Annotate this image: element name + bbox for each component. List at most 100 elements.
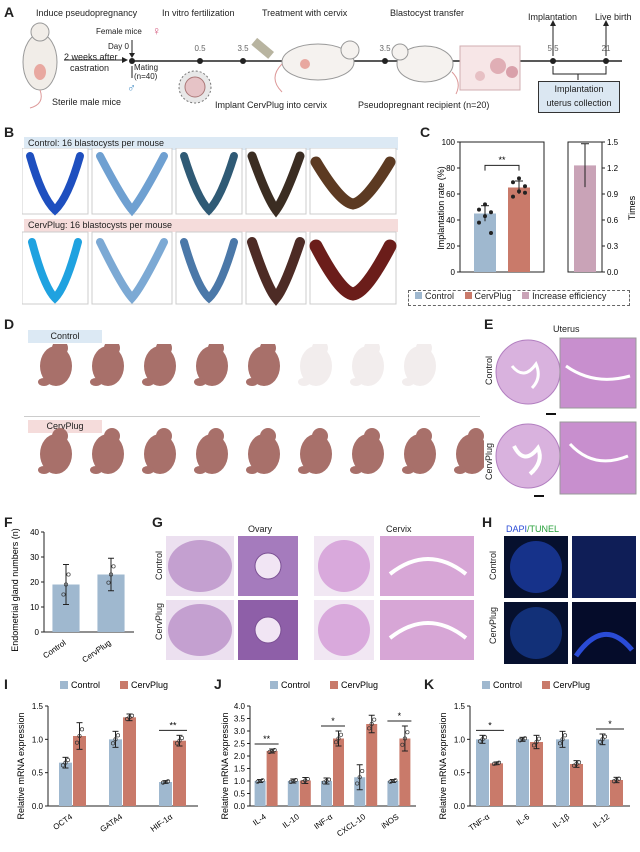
x-tick-label: TNF-α xyxy=(467,812,491,833)
data-point xyxy=(63,760,68,765)
chart-i: Relative mRNA expression Control CervPlug… xyxy=(16,680,198,834)
pup-limb xyxy=(350,466,362,474)
pup-head xyxy=(156,344,172,356)
pup-body xyxy=(40,346,72,386)
pup-head xyxy=(416,344,432,356)
bar xyxy=(59,762,72,806)
data-point xyxy=(367,726,372,731)
y-tick-label: 100 xyxy=(442,138,456,147)
g-histology xyxy=(166,536,474,660)
y-tick-label: 0.5 xyxy=(234,790,246,799)
legend-swatch-control xyxy=(482,681,490,689)
data-point xyxy=(63,582,69,587)
pup-head xyxy=(52,428,68,444)
pup xyxy=(38,428,72,474)
control-uteri xyxy=(22,148,397,218)
panel-label-h: H xyxy=(482,514,493,530)
panel-label-j: J xyxy=(214,676,222,692)
x-tick-label: OCT4 xyxy=(52,812,75,832)
significance-label: * xyxy=(608,719,612,729)
c-legend-control: Control xyxy=(425,291,455,301)
data-point xyxy=(357,775,362,780)
y-tick-label: 1.0 xyxy=(454,735,466,744)
data-point xyxy=(293,777,298,783)
significance-label: ** xyxy=(498,155,506,165)
embryo-icon xyxy=(178,70,212,104)
pup-limb xyxy=(402,466,414,474)
pup-body xyxy=(352,346,384,386)
pup-faded xyxy=(298,344,332,386)
bar xyxy=(266,751,278,806)
pup-faded xyxy=(350,344,384,386)
pup-head xyxy=(312,344,328,356)
data-point xyxy=(494,761,499,766)
x-tick-label: Control xyxy=(41,638,67,660)
bar xyxy=(321,781,332,806)
mating-text: Mating xyxy=(134,63,159,72)
j-ylabel: Relative mRNA expression xyxy=(220,712,230,819)
e-title: Uterus xyxy=(553,324,580,334)
recipient-mouse-icon xyxy=(391,43,459,95)
data-point xyxy=(531,743,537,748)
cervplug-uteri xyxy=(22,231,397,306)
pup xyxy=(90,344,124,386)
y-tick-label: 1.0 xyxy=(32,735,44,744)
e-cervplug-label: CervPlug xyxy=(484,442,494,480)
bar xyxy=(474,213,496,272)
data-point xyxy=(174,741,180,746)
d-cervplug-band: CervPlug xyxy=(28,420,102,433)
bar xyxy=(508,187,530,272)
y-tick-label: 20 xyxy=(446,242,455,251)
pup-head xyxy=(364,428,380,444)
tick-3-5a: 3.5 xyxy=(237,44,249,53)
pup-limb xyxy=(38,466,50,474)
data-point xyxy=(255,779,260,784)
weeks-text: 2 weeks after xyxy=(64,52,118,62)
pup xyxy=(142,428,176,474)
bar xyxy=(530,742,543,806)
y-tick-label: 0.5 xyxy=(32,769,44,778)
panel-label-k: K xyxy=(424,676,435,692)
data-point xyxy=(477,739,483,744)
legend-label-control: Control xyxy=(493,680,522,690)
data-point xyxy=(61,592,66,597)
pup-body xyxy=(92,346,124,386)
bar xyxy=(73,736,86,806)
y2-tick-label: 0.3 xyxy=(607,242,619,251)
livebirth-text: Live birth xyxy=(595,12,632,22)
y-tick-label: 1.5 xyxy=(32,702,44,711)
data-point xyxy=(388,779,393,784)
y-tick-label: 0 xyxy=(451,268,456,277)
pup xyxy=(90,428,124,474)
legend-label-control: Control xyxy=(71,680,100,690)
legend-swatch-control xyxy=(270,681,278,689)
data-point xyxy=(336,736,341,741)
y-tick-label: 40 xyxy=(446,216,455,225)
pup-limb xyxy=(38,378,50,386)
pup-head xyxy=(208,428,224,444)
pup-limb xyxy=(350,378,362,386)
cervplug-device-icon xyxy=(251,37,274,59)
pup-limb xyxy=(298,378,310,386)
schematic-drawing: 0.5 3.5 3.5 5.5 21 ♀ ♂ xyxy=(22,20,622,109)
bar xyxy=(254,781,266,806)
data-point xyxy=(602,734,608,739)
pup-body xyxy=(196,346,228,386)
legend-swatch-cervplug xyxy=(330,681,338,689)
transfer-text: Blastocyst transfer xyxy=(390,8,465,18)
data-point xyxy=(258,778,263,784)
pup-head xyxy=(104,428,120,444)
x-tick-label: CervPlug xyxy=(81,638,113,664)
y-tick-label: 0.0 xyxy=(234,802,246,811)
data-point xyxy=(333,740,339,745)
bar xyxy=(490,763,503,806)
bar xyxy=(399,738,411,806)
uterus-images xyxy=(22,148,397,306)
data-point xyxy=(305,776,310,782)
y-tick-label: 3.0 xyxy=(234,727,246,736)
bar xyxy=(387,781,399,806)
bar xyxy=(476,739,489,806)
bar xyxy=(366,724,378,806)
pup-head xyxy=(364,344,380,356)
